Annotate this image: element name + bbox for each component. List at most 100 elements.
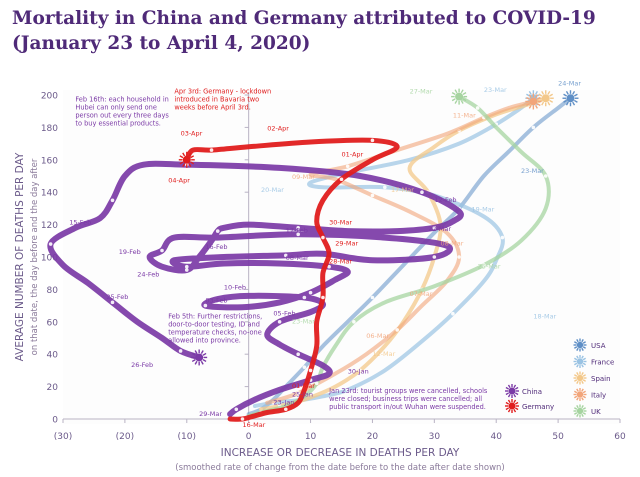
legend-label-china: China: [522, 388, 542, 396]
legend-marker-france-core: [576, 358, 584, 365]
legend-marker-spain-ray: [582, 374, 586, 377]
date-label-italy: 11-Mar: [453, 112, 476, 120]
series-end-marker-china-ray: [202, 352, 207, 356]
y-tick-label: 20: [47, 383, 59, 393]
series-end-marker-uk-ray: [454, 100, 458, 104]
series-point-italy: [345, 164, 350, 169]
date-label-china: 05-Feb: [273, 309, 295, 317]
series-point-china: [308, 290, 313, 295]
date-label-germany: 30-Mar: [329, 219, 352, 227]
date-label-china: 15-Feb: [69, 219, 91, 227]
series-point-china: [296, 226, 300, 230]
series-end-marker-france-ray: [528, 90, 532, 95]
series-end-marker-usa-ray: [572, 90, 576, 95]
y-tick-label: 120: [41, 221, 58, 231]
date-label-china: 03-Feb: [205, 296, 227, 304]
series-point-china: [234, 407, 239, 412]
series-end-marker-germany-ray: [179, 155, 184, 159]
series-point-china: [160, 248, 164, 253]
legend-marker-france-ray: [582, 357, 586, 361]
legend-label-france: France: [591, 359, 614, 367]
date-label-france: 19-Mar: [471, 206, 494, 214]
series-end-marker-usa-ray: [565, 90, 569, 95]
legend-marker-uk-core: [576, 407, 584, 415]
date-label-italy: 09-Mar: [292, 173, 315, 181]
series-end-marker-germany: [178, 151, 195, 168]
date-label-germany: 02-Apr: [267, 125, 289, 133]
annotation-line: weeks before April 3rd.: [174, 103, 250, 111]
series-point-italy: [395, 328, 400, 332]
legend-marker-italy-ray: [574, 395, 578, 399]
x-tick-label: 30: [429, 432, 441, 442]
legend-marker-usa-ray: [582, 346, 586, 349]
legend-marker-uk-ray: [581, 405, 584, 409]
series-end-marker-italy-ray: [526, 96, 530, 100]
legend-marker-italy-ray: [582, 390, 586, 394]
legend-marker-uk-ray: [576, 413, 579, 417]
series-end-marker-italy-ray: [536, 96, 541, 100]
legend-marker-spain: [573, 371, 587, 385]
legend-marker-uk-ray: [582, 407, 586, 410]
series-point-uk: [482, 263, 486, 267]
y-axis-subtitle: on that date, the day before and the day…: [30, 158, 40, 355]
annotation-line: were closed; business trips were cancell…: [329, 395, 482, 403]
annotation-line: person out every three days: [75, 111, 169, 119]
annotation-3: Feb 5th: Further restrictions, door-to-do…: [168, 313, 262, 345]
legend-marker-germany-ray: [513, 399, 517, 404]
series-end-marker-italy: [525, 93, 542, 110]
series-end-marker-italy-core: [529, 97, 538, 106]
legend-item-usa: USA: [573, 338, 606, 352]
date-label-china: 23-Jan: [273, 398, 294, 406]
series-end-marker-germany-ray: [188, 152, 192, 157]
series-end-marker-spain-ray: [547, 90, 551, 95]
date-label-china: 30-Jan: [348, 368, 369, 376]
date-label-germany: 28-Mar: [329, 257, 352, 265]
series-point-germany: [209, 148, 214, 152]
series-point-germany: [339, 177, 344, 182]
date-label-uk: 27-Mar: [410, 87, 433, 95]
annotation-line: Apr 3rd: Germany - lockdown: [174, 87, 271, 95]
series-end-marker-italy-ray: [528, 94, 532, 99]
date-label-china: 10-Feb: [224, 283, 246, 291]
series-end-marker-china-ray: [194, 350, 198, 354]
legend-marker-uk-ray: [574, 412, 578, 415]
series-line-italy: [265, 99, 536, 405]
legend-marker-spain-ray: [576, 372, 579, 376]
date-label-france: 23-Mar: [484, 86, 507, 94]
series-end-marker-uk: [451, 88, 468, 105]
x-tick-label: 60: [614, 432, 626, 442]
series-end-marker-china-ray: [194, 360, 198, 365]
x-tick-label: 10: [305, 432, 317, 442]
legend-marker-italy-ray: [574, 390, 578, 394]
legend-marker-italy-ray: [576, 388, 579, 392]
series-end-marker-uk-ray: [451, 92, 456, 96]
y-axis-title: AVERAGE NUMBER OF DEATHS PER DAY: [14, 152, 26, 361]
y-tick-label: 180: [41, 124, 58, 134]
annotation-line: public transport in/out Wuhan were suspe…: [329, 403, 486, 411]
series-point-china: [420, 190, 424, 194]
legend-marker-usa-ray: [576, 339, 579, 343]
legend-marker-uk-ray: [576, 405, 579, 409]
legend-marker-spain-ray: [581, 380, 584, 384]
legend-marker-usa-ray: [574, 341, 578, 344]
annotation-line: Hubei can only send one: [75, 103, 157, 111]
legend-marker-italy-core: [576, 391, 584, 398]
y-tick-label: 60: [47, 318, 59, 328]
date-label-uk: 25-Mar: [478, 262, 501, 270]
series-end-marker-spain-ray: [538, 93, 543, 97]
legend-item-china: China: [505, 384, 542, 398]
legend-marker-uk: [573, 404, 587, 418]
date-label-china: 19-Feb: [119, 248, 141, 256]
x-tick-label: 40: [490, 432, 502, 442]
series-end-marker-uk-ray: [462, 98, 467, 102]
annotation-line: to buy essential products.: [75, 119, 161, 127]
series-line-france: [252, 96, 536, 408]
legend-marker-france-ray: [576, 355, 579, 359]
legend-item-spain: Spain: [573, 371, 611, 385]
series-point-germany: [321, 235, 325, 240]
y-tick-label: 200: [41, 92, 58, 102]
legend: USA France Spain Italy UK China Germany: [505, 338, 614, 418]
series-end-marker-spain-ray: [541, 101, 545, 106]
legend-item-uk: UK: [573, 404, 601, 418]
